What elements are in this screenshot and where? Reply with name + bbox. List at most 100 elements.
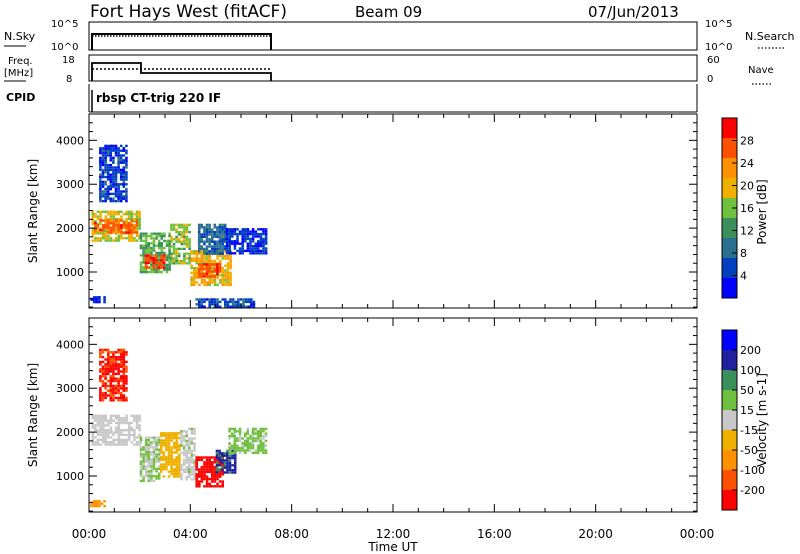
- range-gate-cell: [165, 254, 169, 257]
- range-gate-cell: [107, 221, 110, 225]
- range-gate-cell: [203, 278, 206, 282]
- range-gate-cell: [101, 199, 105, 203]
- range-gate-cell: [96, 431, 100, 434]
- range-gate-cell: [185, 458, 188, 462]
- range-gate-cell: [133, 443, 136, 446]
- range-gate-cell: [178, 460, 181, 464]
- range-gate-cell: [125, 353, 128, 356]
- range-gate-cell: [237, 305, 240, 308]
- range-gate-cell: [233, 454, 237, 457]
- range-gate-cell: [117, 149, 120, 152]
- range-gate-cell: [224, 278, 227, 282]
- range-gate-cell: [91, 239, 95, 242]
- range-gate-cell: [104, 234, 108, 237]
- range-gate-cell: [144, 472, 148, 475]
- range-gate-cell: [114, 210, 118, 213]
- range-gate-cell: [251, 230, 255, 233]
- range-gate-cell: [101, 429, 105, 432]
- range-gate-cell: [165, 266, 169, 269]
- range-gate-cell: [112, 231, 115, 234]
- range-gate-cell: [144, 470, 148, 473]
- range-gate-cell: [226, 276, 230, 279]
- range-gate-cell: [142, 458, 145, 461]
- range-gate-cell: [218, 254, 222, 258]
- range-gate-cell: [195, 475, 198, 478]
- time-tick-label: 20:00: [578, 527, 613, 541]
- range-gate-cell: [96, 222, 100, 225]
- range-gate-cell: [241, 252, 244, 255]
- range-gate-cell: [104, 192, 107, 196]
- range-gate-cell: [147, 458, 151, 461]
- range-gate-cell: [168, 251, 171, 255]
- range-gate-cell: [247, 305, 250, 308]
- range-gate-cell: [236, 437, 239, 440]
- range-gate-cell: [122, 175, 126, 179]
- range-gate-cell: [114, 421, 118, 425]
- range-gate-cell: [162, 254, 166, 257]
- range-gate-cell: [259, 232, 263, 236]
- freq-left-unit: [MHz]: [4, 68, 33, 79]
- range-gate-cell: [107, 224, 110, 227]
- range-gate-cell: [167, 439, 171, 442]
- range-gate-cell: [231, 235, 234, 238]
- range-gate-cell: [142, 254, 145, 257]
- range-gate-cell: [112, 178, 115, 181]
- range-gate-cell: [208, 245, 211, 248]
- range-gate-cell: [117, 351, 120, 354]
- range-gate-cell: [226, 466, 229, 469]
- range-gate-cell: [107, 234, 110, 237]
- range-gate-cell: [205, 265, 209, 268]
- range-gate-cell: [243, 451, 247, 455]
- range-gate-cell: [135, 417, 139, 420]
- range-gate-cell: [228, 454, 232, 457]
- range-gate-cell: [147, 266, 150, 269]
- range-gate-cell: [230, 451, 234, 455]
- range-gate-cell: [117, 163, 120, 167]
- range-gate-cell: [133, 431, 136, 434]
- range-gate-cell: [157, 251, 161, 255]
- range-gate-cell: [205, 456, 209, 459]
- range-gate-cell: [242, 305, 245, 308]
- range-gate-cell: [130, 224, 134, 227]
- range-gate-cell: [180, 437, 183, 440]
- range-gate-cell: [112, 441, 115, 444]
- range-gate-cell: [94, 441, 97, 444]
- range-gate-cell: [208, 470, 211, 474]
- range-gate-cell: [96, 232, 100, 235]
- range-gate-cell: [254, 252, 257, 255]
- range-gate-cell: [251, 439, 255, 443]
- range-gate-cell: [208, 250, 211, 253]
- range-gate-cell: [228, 446, 231, 450]
- range-gate-cell: [250, 303, 253, 306]
- range-gate-cell: [114, 396, 118, 400]
- range-gate-cell: [221, 278, 225, 282]
- range-gate-cell: [205, 238, 209, 241]
- range-gate-cell: [205, 226, 209, 229]
- range-gate-cell: [241, 237, 244, 241]
- range-gate-cell: [125, 441, 128, 444]
- range-gate-cell: [155, 266, 158, 269]
- range-gate-cell: [185, 434, 188, 438]
- range-gate-cell: [104, 417, 108, 420]
- range-gate-cell: [228, 252, 231, 255]
- range-gate-cell: [150, 268, 153, 271]
- range-gate-cell: [180, 226, 184, 229]
- range-gate-cell: [125, 221, 128, 225]
- range-gate-cell: [213, 283, 217, 287]
- range-gate-cell: [135, 227, 139, 230]
- range-gate-cell: [177, 238, 181, 241]
- range-gate-cell: [114, 429, 118, 432]
- range-gate-cell: [112, 185, 115, 188]
- range-gate-cell: [177, 223, 181, 227]
- range-gate-cell: [213, 281, 217, 284]
- range-gate-cell: [211, 456, 214, 459]
- range-gate-cell: [178, 436, 181, 440]
- range-gate-cell: [119, 377, 123, 380]
- range-gate-cell: [109, 180, 113, 184]
- range-gate-cell: [231, 228, 234, 231]
- range-gate-cell: [203, 264, 206, 267]
- range-gate-cell: [221, 240, 224, 243]
- range-gate-cell: [106, 173, 110, 176]
- range-gate-cell: [112, 443, 115, 446]
- range-gate-cell: [112, 351, 115, 354]
